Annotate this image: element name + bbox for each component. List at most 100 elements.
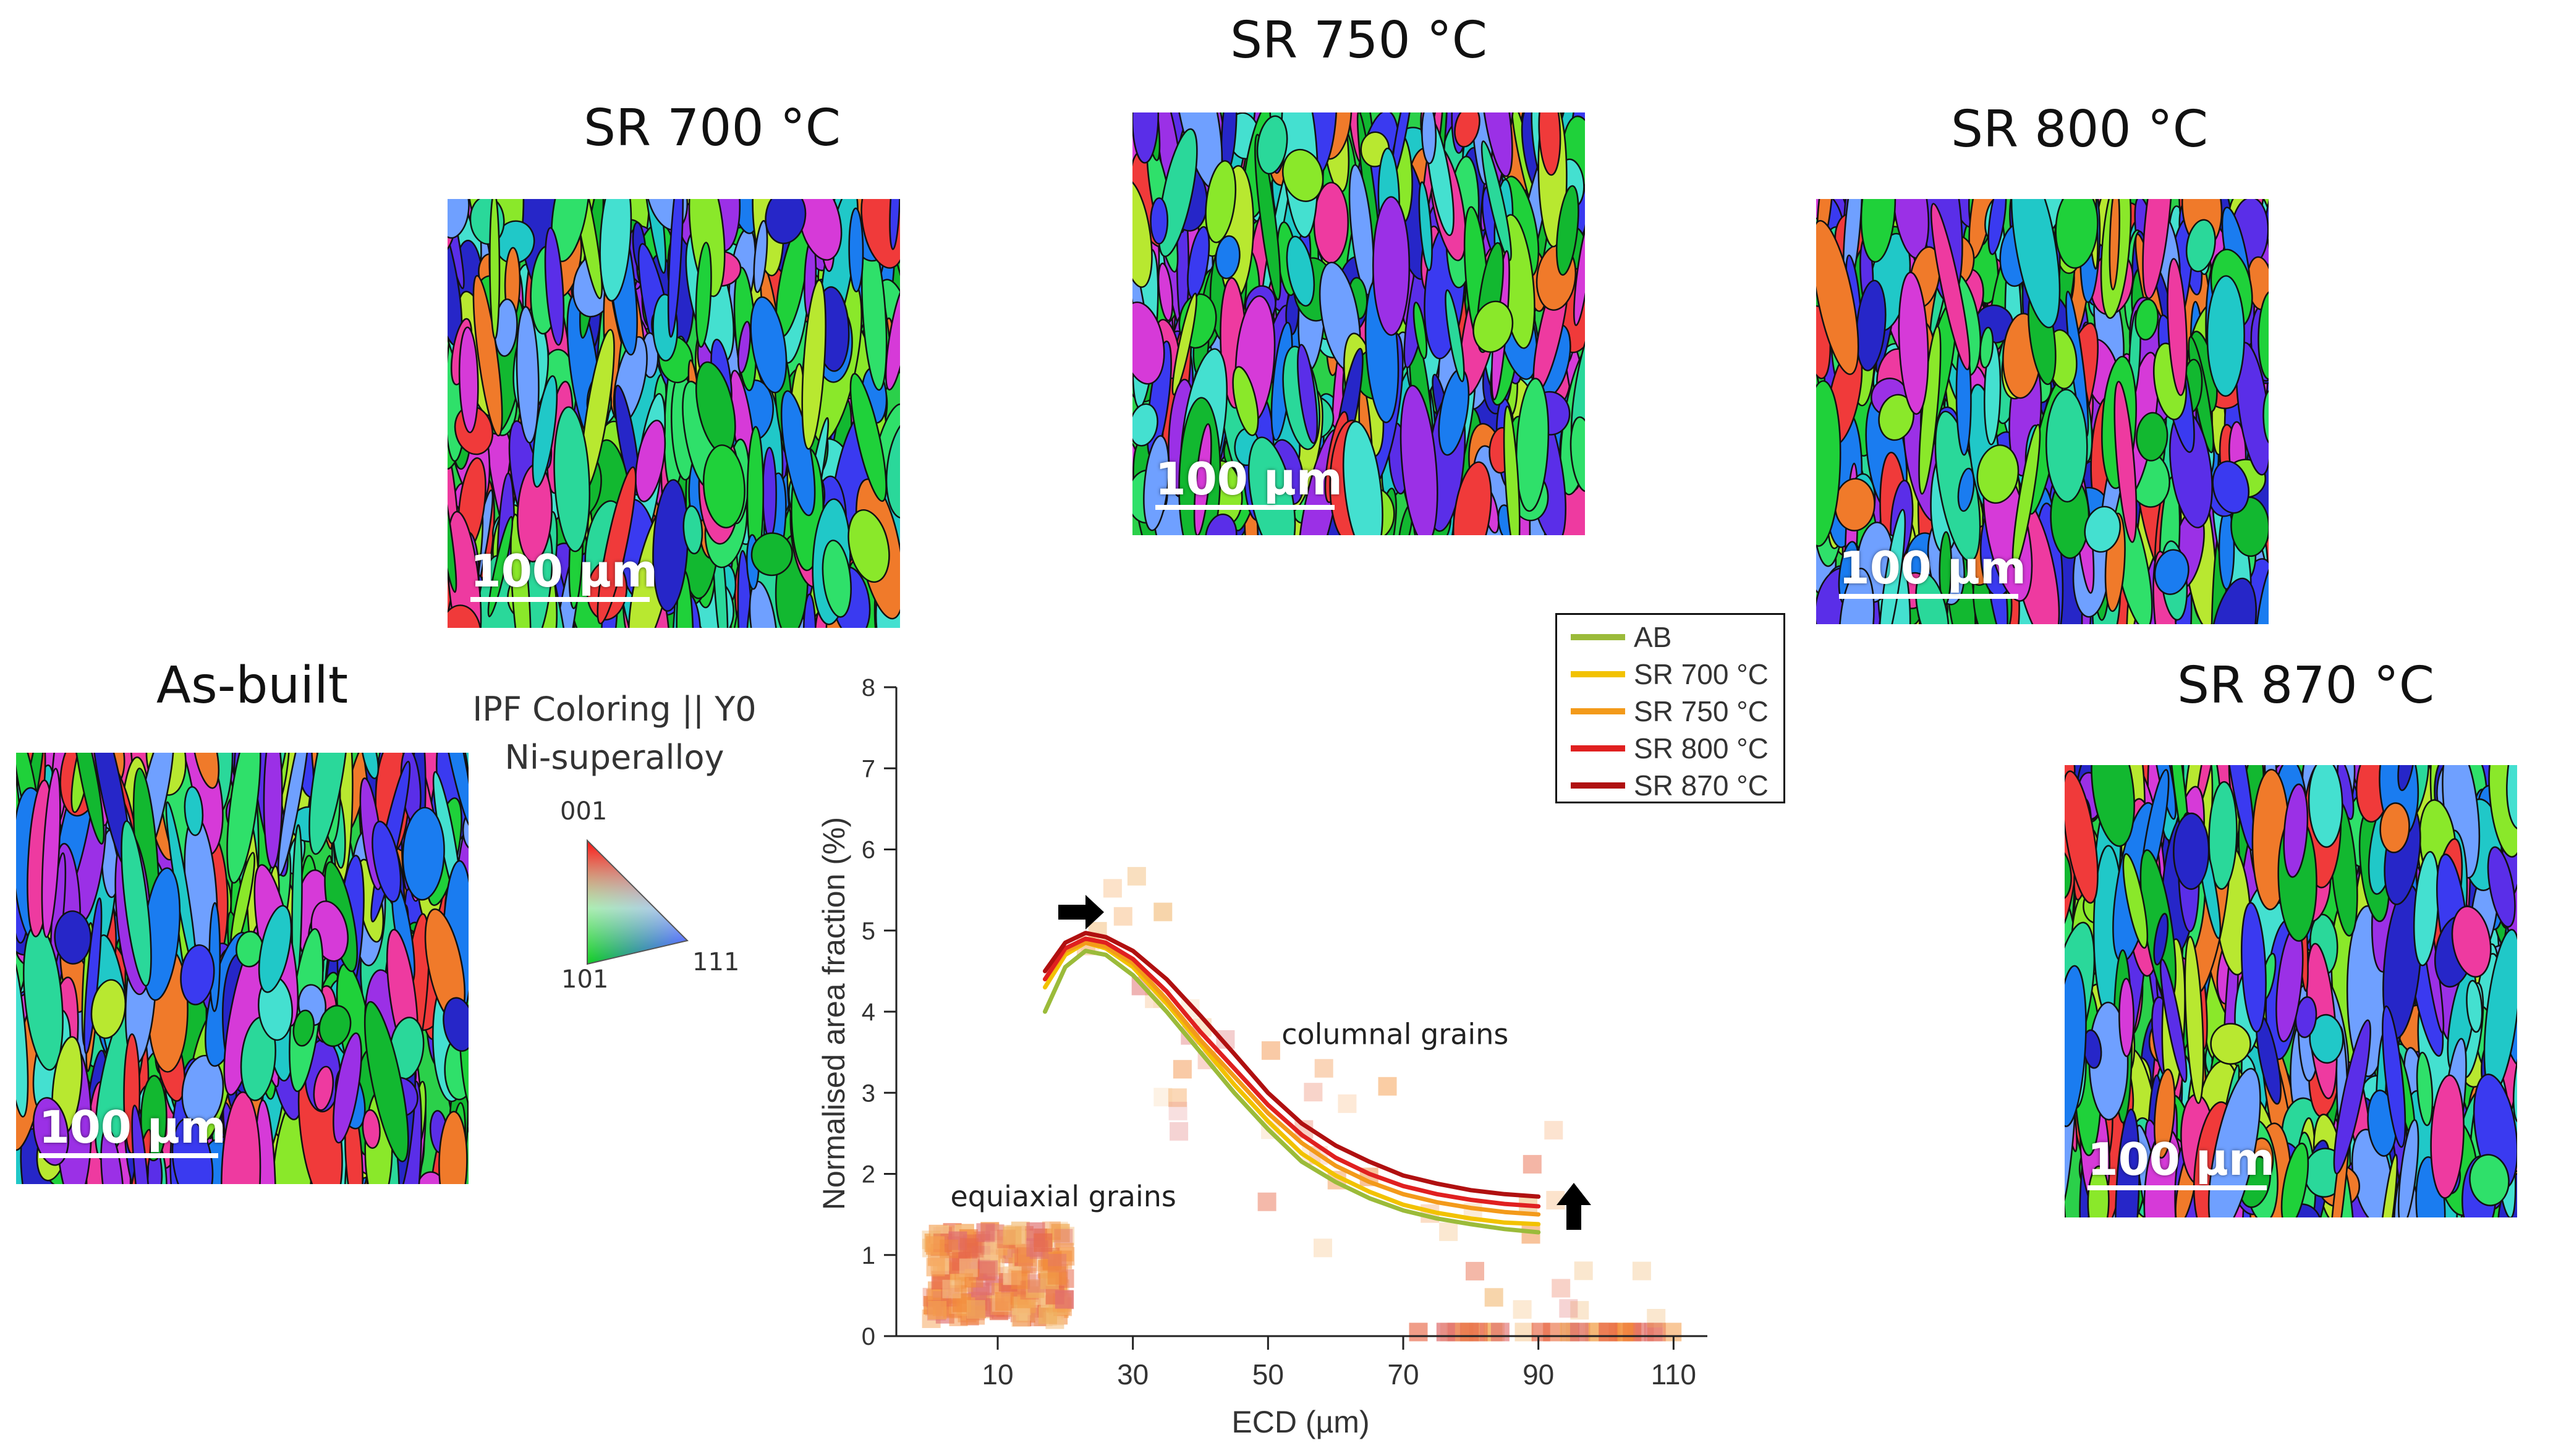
legend-swatch — [1571, 708, 1625, 714]
right-arrow-icon — [1058, 895, 1104, 929]
ebsd-map-sr-750: 100 µm — [1132, 112, 1585, 535]
scatter-point — [1514, 1323, 1534, 1342]
annotation-label: equiaxial grains — [950, 1180, 1176, 1213]
annotation-label: columnal grains — [1281, 1018, 1508, 1051]
scatter-point — [1552, 1279, 1571, 1298]
ipf-key-title: IPF Coloring || Y0 — [472, 690, 757, 729]
scatter-point — [998, 1244, 1017, 1263]
scale-bar: 100 µm — [2087, 1133, 2275, 1191]
scatter-point — [1338, 1094, 1357, 1113]
legend-item: SR 700 °C — [1571, 656, 1769, 693]
ipf-key-material: Ni-superalloy — [504, 738, 724, 777]
y-tick-label: 4 — [862, 999, 875, 1026]
scatter-point — [1034, 1233, 1053, 1252]
ebsd-map-sr-870: 100 µm — [2065, 765, 2517, 1217]
ipf-triangle — [587, 839, 689, 965]
scatter-point — [1574, 1261, 1593, 1280]
x-tick-label: 50 — [1252, 1358, 1284, 1390]
scale-bar-line — [2087, 1185, 2267, 1191]
scale-bar-line — [38, 1153, 218, 1159]
scatter-point — [1460, 1323, 1479, 1342]
ebsd-map-as-built: 100 µm — [16, 753, 469, 1184]
legend-label: SR 800 °C — [1634, 732, 1769, 764]
chart-labels: equiaxial grains columnal grains — [950, 1018, 1508, 1214]
scale-bar-label: 100 µm — [1155, 452, 1343, 505]
y-tick-label: 2 — [862, 1161, 875, 1188]
scale-bar: 100 µm — [470, 549, 658, 603]
scatter-point — [1632, 1261, 1651, 1280]
scatter-point — [1003, 1226, 1022, 1245]
y-tick-label: 6 — [862, 837, 875, 864]
scatter-point — [1647, 1323, 1666, 1342]
scatter-point — [1409, 1323, 1428, 1342]
y-tick-label: 0 — [862, 1323, 875, 1350]
scatter-point — [960, 1238, 979, 1257]
panel-title-sr-700: SR 700 °C — [584, 99, 841, 158]
scatter-point — [1544, 1120, 1563, 1140]
legend-item: AB — [1571, 619, 1671, 656]
scatter-point — [942, 1279, 961, 1298]
chart-series — [1043, 931, 1541, 1235]
scatter-point — [940, 1239, 959, 1258]
scale-bar: 100 µm — [1838, 546, 2026, 599]
scatter-point — [1663, 1323, 1682, 1342]
scatter-point — [1513, 1300, 1532, 1319]
scatter-point — [1153, 1088, 1173, 1107]
legend-label: AB — [1634, 621, 1672, 653]
scatter-point — [1257, 1192, 1276, 1211]
scatter-point — [979, 1260, 998, 1279]
scale-bar-label: 100 µm — [2087, 1133, 2275, 1186]
scatter-point — [926, 1236, 945, 1255]
scatter-point — [1153, 902, 1173, 921]
scatter-point — [1531, 1323, 1550, 1342]
scatter-point — [954, 1273, 974, 1292]
scatter-point — [959, 1258, 978, 1277]
scatter-point — [1261, 1041, 1280, 1060]
scale-bar-line — [470, 597, 650, 603]
scatter-point — [1378, 1077, 1397, 1096]
y-tick-label: 1 — [862, 1242, 875, 1269]
scale-bar-line — [1155, 504, 1335, 510]
series-line-2 — [1043, 940, 1541, 1217]
scatter-point — [1569, 1323, 1589, 1342]
legend-label: SR 700 °C — [1634, 658, 1769, 690]
scatter-point — [1168, 1088, 1187, 1107]
scatter-point — [1647, 1309, 1666, 1327]
scatter-point — [926, 1258, 945, 1277]
y-tick-label: 7 — [862, 755, 875, 782]
scatter-point — [1523, 1154, 1542, 1174]
chart-axes: 10 30 50 70 90 110 0 1 2 3 4 5 6 7 8 ECD (µm) Normalised… — [817, 674, 1707, 1439]
scatter-point — [1173, 1060, 1192, 1079]
ebsd-map-sr-700: 100 µm — [448, 199, 900, 628]
scale-bar-label: 100 µm — [38, 1101, 226, 1154]
up-arrow-icon — [1557, 1183, 1591, 1230]
scatter-point — [1047, 1266, 1066, 1285]
scatter-point — [1635, 1323, 1654, 1342]
y-tick-label: 3 — [862, 1080, 875, 1107]
scatter-point — [1484, 1288, 1503, 1307]
scatter-point — [1304, 1083, 1323, 1102]
legend-label: SR 750 °C — [1634, 695, 1769, 727]
ipf-corner-101: 101 — [561, 965, 609, 994]
scatter-point — [1113, 907, 1132, 926]
scatter-point — [1436, 1323, 1455, 1342]
scatter-points — [922, 866, 1682, 1342]
x-tick-label: 10 — [982, 1358, 1013, 1390]
panel-title-sr-750: SR 750 °C — [1230, 11, 1487, 70]
scatter-point — [1127, 866, 1146, 886]
chart-legend: AB SR 700 °C SR 750 °C SR 800 °C SR 870 °C — [1555, 613, 1785, 803]
scatter-point — [976, 1223, 995, 1242]
scatter-point — [1490, 1323, 1510, 1342]
panel-title-sr-800: SR 800 °C — [1951, 100, 2208, 159]
scale-bar: 100 µm — [1155, 457, 1343, 510]
x-tick-label: 90 — [1523, 1358, 1554, 1390]
legend-item: SR 750 °C — [1571, 693, 1769, 730]
scatter-point — [1466, 1261, 1484, 1280]
y-axis-label: Normalised area fraction (%) — [817, 817, 851, 1210]
x-tick-label: 70 — [1387, 1358, 1419, 1390]
ebsd-map-sr-800: 100 µm — [1816, 199, 2269, 624]
scale-bar-line — [1838, 593, 2018, 599]
scatter-point — [1170, 1122, 1189, 1141]
scatter-point — [1599, 1323, 1618, 1342]
scatter-point — [995, 1292, 1014, 1311]
